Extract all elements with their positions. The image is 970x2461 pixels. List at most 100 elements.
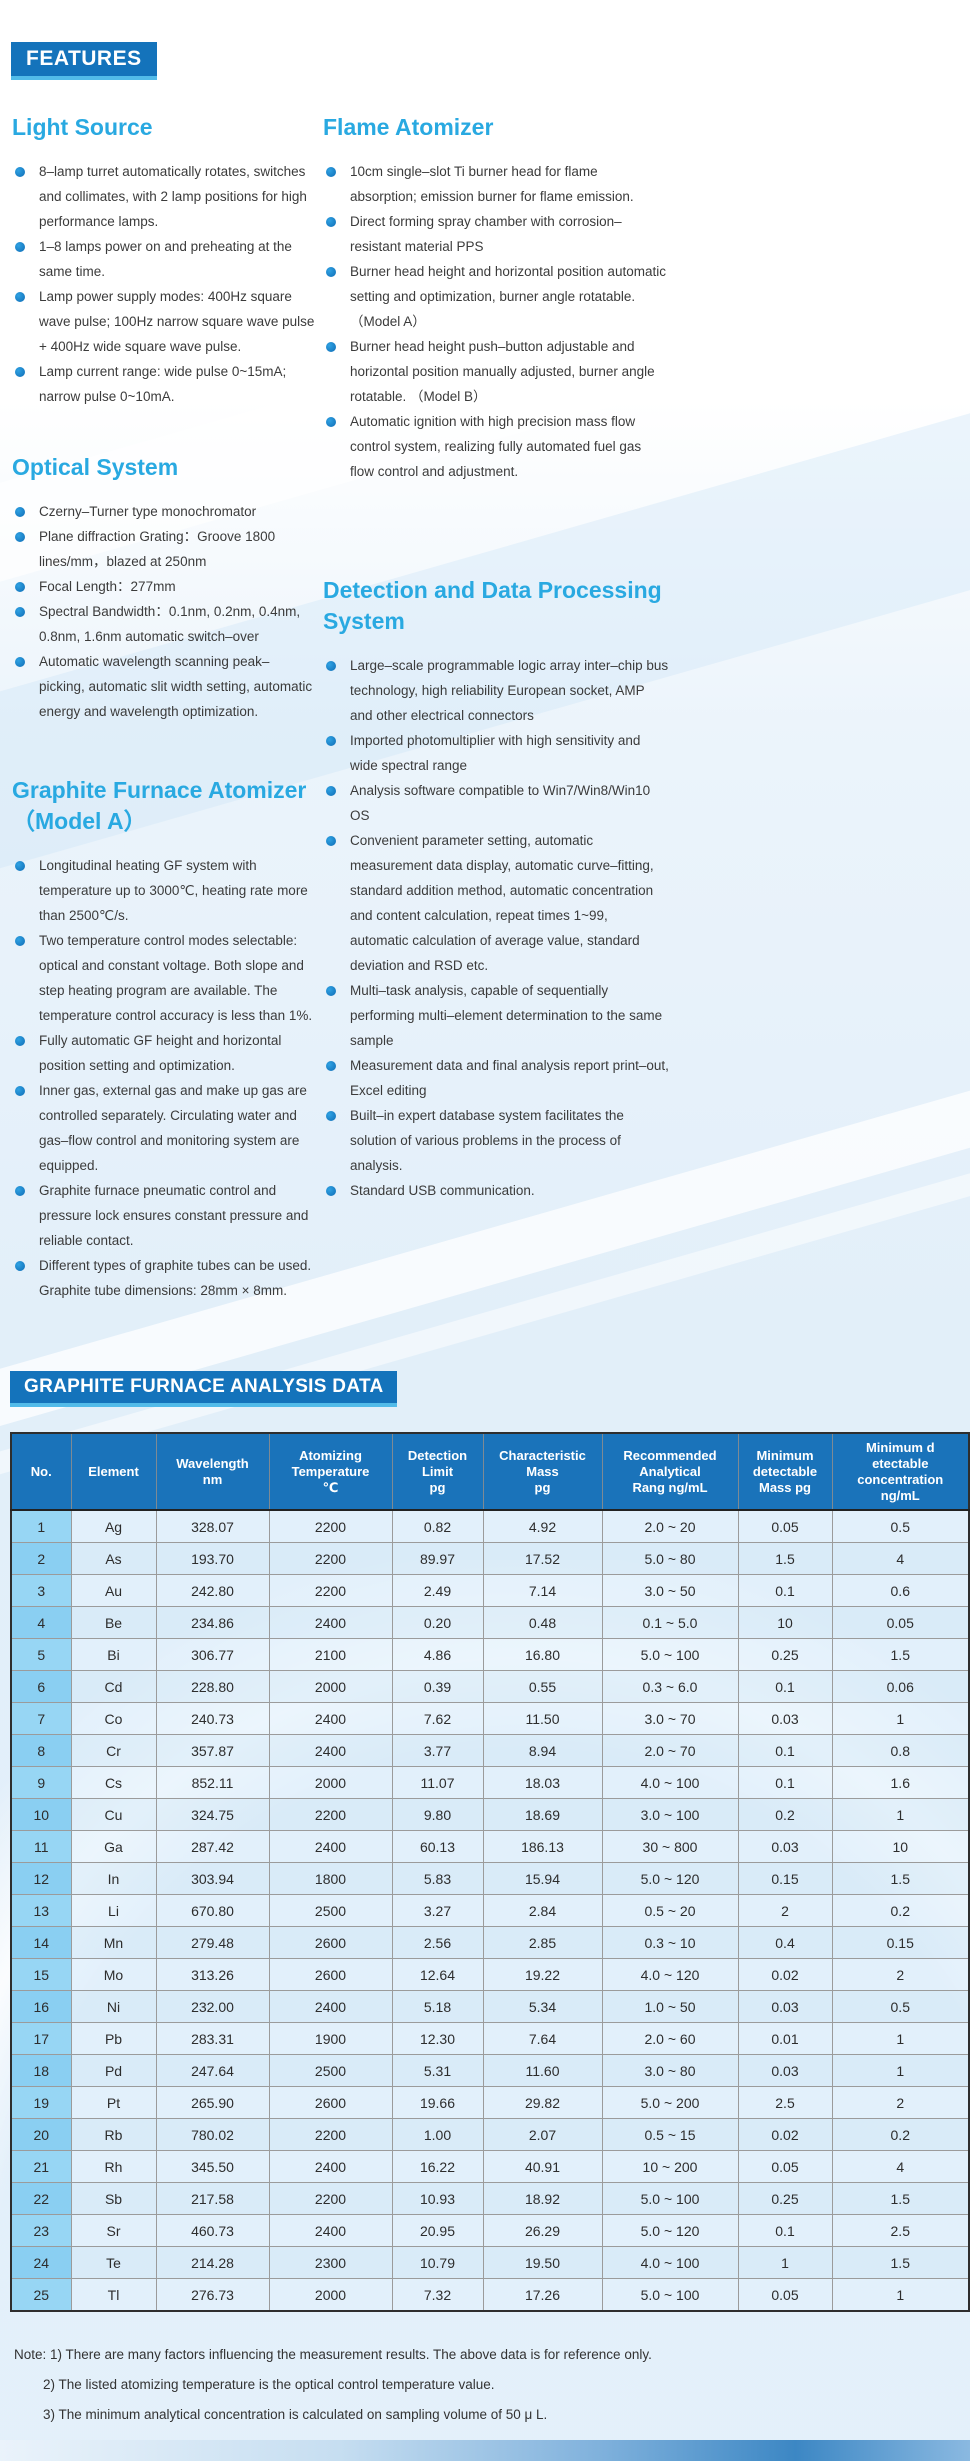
data-cell: 2.56 [391,1926,484,1959]
feature-bullet-text: Burner head height push–button adjustabl… [350,339,655,404]
data-cell: 1900 [268,2022,393,2055]
data-cell: 18.69 [482,1798,603,1831]
feature-bullet-text: Different types of graphite tubes can be… [39,1258,312,1298]
data-cell: 5.0 ~ 120 [601,1862,739,1895]
bullet-icon [326,736,336,746]
feature-bullet-text: Measurement data and final analysis repo… [350,1058,669,1098]
feature-bullet: Spectral Bandwidth：0.1nm, 0.2nm, 0.4nm, … [12,599,315,649]
feature-bullet-text: Inner gas, external gas and make up gas … [39,1083,307,1173]
data-cell: 1800 [268,1862,393,1895]
data-cell: 5.0 ~ 120 [601,2214,739,2247]
feature-bullet-text: Two temperature control modes selectable… [39,933,313,1023]
bullet-icon [326,1111,336,1121]
data-cell: 3.77 [391,1734,484,1767]
data-cell: 0.02 [737,1958,833,1991]
bullet-icon [15,242,25,252]
data-cell: 2.5 [831,2214,970,2247]
table-row: 1 Ag 328.07 2200 0.82 4.92 2.0 ~ 20 0.05 0.5 [10,1509,970,1543]
data-cell: 345.50 [155,2150,270,2183]
row-number-cell: 15 [10,1958,72,1991]
data-cell: 0.39 [391,1670,484,1703]
section-light-source: Light Source 8–lamp turret automatically… [12,112,315,409]
feature-bullet-text: Imported photomultiplier with high sensi… [350,733,641,773]
bullet-icon [15,861,25,871]
data-cell: Ga [70,1830,157,1863]
section-flame-atomizer: Flame Atomizer 10cm single–slot Ti burne… [323,112,666,484]
feature-bullet-text: Large–scale programmable logic array int… [350,658,669,723]
data-cell: 234.86 [155,1606,270,1639]
data-cell: 0.6 [831,1574,970,1607]
features-badge: FEATURES [11,42,157,80]
column-header: Recommended Analytical Rang ng/mL [601,1432,739,1511]
data-cell: 265.90 [155,2086,270,2119]
table-row: 2 As 193.70 2200 89.97 17.52 5.0 ~ 80 1.5 4 [10,1542,970,1575]
data-cell: 0.48 [482,1606,603,1639]
data-cell: Cs [70,1766,157,1799]
data-cell: 5.0 ~ 100 [601,2182,739,2215]
data-cell: 0.05 [737,1509,833,1543]
data-cell: Rb [70,2118,157,2151]
data-cell: 4 [831,1542,970,1575]
data-cell: 2.0 ~ 70 [601,1734,739,1767]
bullet-icon [326,786,336,796]
feature-bullet: Analysis software compatible to Win7/Win… [323,778,669,828]
feature-bullet: Lamp power supply modes: 400Hz square wa… [12,284,315,359]
notes-block: Note: 1) There are many factors influenc… [14,2340,954,2430]
data-cell: 1.00 [391,2118,484,2151]
feature-bullet-text: Lamp power supply modes: 400Hz square wa… [39,289,315,354]
bullet-icon [15,507,25,517]
bullet-icon [15,367,25,377]
row-number-cell: 4 [10,1606,72,1639]
table-row: 23 Sr 460.73 2400 20.95 26.29 5.0 ~ 120 0.1 2.5 [10,2214,970,2247]
data-cell: 3.0 ~ 100 [601,1798,739,1831]
data-cell: 0.82 [391,1509,484,1543]
data-cell: 328.07 [155,1509,270,1543]
data-cell: 19.22 [482,1958,603,1991]
note-line: 2) The listed atomizing temperature is t… [43,2377,495,2392]
data-cell: 460.73 [155,2214,270,2247]
data-cell: Co [70,1702,157,1735]
data-cell: Sr [70,2214,157,2247]
row-number-cell: 7 [10,1702,72,1735]
analysis-table: No. Element Wavelength nm Atomizing Tempera… [10,1432,970,2312]
table-row: 20 Rb 780.02 2200 1.00 2.07 0.5 ~ 15 0.02 0.2 [10,2118,970,2151]
data-cell: 0.1 ~ 5.0 [601,1606,739,1639]
section-title: Light Source [12,114,153,140]
data-cell: 4 [831,2150,970,2183]
data-cell: 1.5 [831,1638,970,1671]
column-header: Detection Limit pg [391,1432,484,1511]
column-header: Minimum detectable Mass pg [737,1432,833,1511]
feature-bullet: Focal Length：277mm [12,574,315,599]
data-cell: 1 [831,1798,970,1831]
data-cell: 7.32 [391,2278,484,2312]
section-title: Flame Atomizer [323,114,494,140]
feature-bullet: Automatic ignition with high precision m… [323,409,666,484]
data-cell: Rh [70,2150,157,2183]
bullet-icon [326,836,336,846]
data-cell: 5.0 ~ 200 [601,2086,739,2119]
feature-list: 8–lamp turret automatically rotates, swi… [12,159,315,409]
data-cell: 30 ~ 800 [601,1830,739,1863]
column-header: Minimum d etectable concentration ng/mL [831,1432,970,1511]
row-number-cell: 12 [10,1862,72,1895]
feature-bullet: Longitudinal heating GF system with temp… [12,853,320,928]
data-cell: 4.86 [391,1638,484,1671]
features-badge-label: FEATURES [26,47,142,70]
feature-bullet-text: Graphite furnace pneumatic control and p… [39,1183,309,1248]
row-number-cell: 9 [10,1766,72,1799]
data-cell: 232.00 [155,1990,270,2023]
table-row: 4 Be 234.86 2400 0.20 0.48 0.1 ~ 5.0 10 0.05 [10,1606,970,1639]
data-cell: 2200 [268,1509,393,1543]
feature-bullet-text: Analysis software compatible to Win7/Win… [350,783,651,823]
data-cell: 2.84 [482,1894,603,1927]
row-number-cell: 21 [10,2150,72,2183]
row-number-cell: 2 [10,1542,72,1575]
data-cell: 0.5 ~ 15 [601,2118,739,2151]
data-cell: 5.0 ~ 100 [601,2278,739,2312]
table-row: 5 Bi 306.77 2100 4.86 16.80 5.0 ~ 100 0.25 1.5 [10,1638,970,1671]
column-header: Element [70,1432,157,1511]
data-cell: 193.70 [155,1542,270,1575]
data-cell: 240.73 [155,1702,270,1735]
feature-bullet-text: Automatic ignition with high precision m… [350,414,642,479]
feature-bullet: Two temperature control modes selectable… [12,928,320,1028]
